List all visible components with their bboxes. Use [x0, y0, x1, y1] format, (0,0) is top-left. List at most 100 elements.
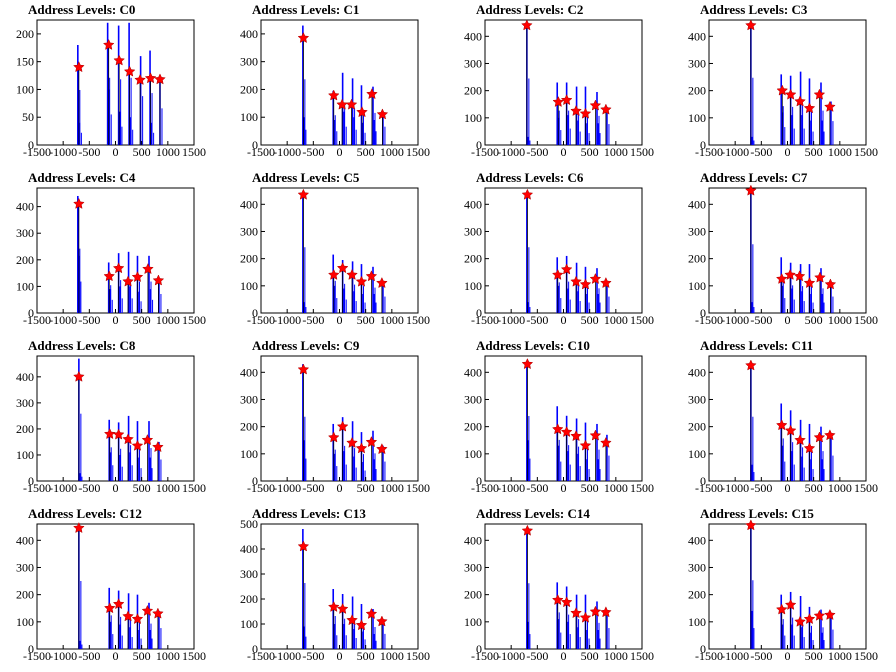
x-tick-label: -500	[526, 313, 548, 327]
peak-marker	[113, 54, 125, 66]
chart-title: Address Levels: C3	[700, 2, 808, 17]
peak-marker	[589, 272, 602, 284]
y-tick-label: 200	[240, 82, 258, 96]
x-tick-label: -500	[302, 649, 324, 663]
x-tick-label: 1000	[604, 145, 628, 159]
x-tick-label: -1500	[471, 313, 499, 327]
x-tick-label: 1500	[630, 649, 654, 663]
x-tick-label: 0	[113, 145, 119, 159]
y-tick-label: 200	[16, 27, 34, 41]
x-tick-label: 500	[133, 649, 151, 663]
chart-title: Address Levels: C1	[252, 2, 359, 17]
y-tick-label: 300	[16, 560, 34, 574]
chart-svg-c6: Address Levels: C6 0 100 200 300 400 -1500-100…	[464, 170, 654, 327]
x-tick-label: -500	[750, 145, 772, 159]
x-tick-label: 0	[337, 481, 343, 495]
chart-svg-c3: Address Levels: C3 0 100 200 300 400 -1500-100…	[688, 2, 878, 159]
peak-marker	[745, 19, 757, 31]
y-tick-label: 100	[240, 447, 258, 461]
y-tick-label: 0	[700, 642, 706, 656]
x-tick-label: 1500	[854, 145, 878, 159]
peak-marker	[152, 607, 164, 619]
x-tick-label: -1500	[695, 313, 723, 327]
plot-frame	[484, 523, 643, 650]
x-tick-label: -1500	[23, 649, 51, 663]
peak-marker	[297, 540, 310, 552]
y-tick-label: 400	[240, 197, 258, 211]
peak-marker	[102, 38, 115, 50]
peak-marker	[345, 98, 358, 110]
x-tick-label: 1500	[854, 481, 878, 495]
peak-marker	[365, 607, 378, 619]
x-tick-label: -1500	[23, 481, 51, 495]
y-tick-label: 150	[16, 55, 34, 69]
peak-marker	[784, 598, 797, 610]
peak-marker	[570, 430, 582, 442]
y-tick-label: 200	[464, 252, 482, 266]
plot-frame	[484, 355, 643, 482]
chart-panel-c2: Address Levels: C2 0 100 200 300 400 -1500 -100…	[448, 0, 672, 168]
peak-marker	[131, 613, 144, 625]
chart-panel-c10: Address Levels: C10 0 100 200 300 400 -1500 -10…	[448, 336, 672, 504]
chart-svg-c11: Address Levels: C11 0 100 200 300 400 -1500-10…	[688, 338, 878, 495]
y-tick-label: 200	[240, 592, 258, 606]
y-tick-label: 0	[28, 474, 34, 488]
plot-frame	[484, 187, 643, 314]
x-tick-label: 0	[113, 649, 119, 663]
peak-marker	[366, 88, 378, 100]
x-tick-label: 1000	[380, 313, 404, 327]
y-tick-label: 300	[240, 55, 258, 69]
chart-panel-c0: Address Levels: C0 0 50 100 150 200 -1500 -1000…	[0, 0, 224, 168]
peak-marker	[600, 277, 612, 289]
x-tick-label: 0	[337, 313, 343, 327]
y-tick-label: 0	[28, 642, 34, 656]
x-tick-label: -500	[78, 145, 100, 159]
peak-marker	[376, 615, 388, 627]
y-tick-label: 300	[240, 224, 258, 238]
peak-marker	[803, 442, 816, 454]
y-tick-label: 100	[16, 448, 34, 462]
peak-marker	[551, 423, 564, 435]
peak-marker	[122, 610, 134, 622]
y-tick-label: 400	[688, 365, 706, 379]
chart-svg-c2: Address Levels: C2 0 100 200 300 400 -1500-100…	[464, 2, 654, 159]
peak-marker	[579, 611, 592, 623]
peak-marker	[600, 103, 612, 115]
peak-marker	[589, 99, 602, 111]
x-tick-label: 0	[337, 145, 343, 159]
x-tick-label: 500	[581, 481, 599, 495]
x-tick-label: 0	[561, 481, 567, 495]
x-tick-label: -1500	[695, 649, 723, 663]
y-tick-label: 0	[476, 306, 482, 320]
y-tick-label: 0	[700, 138, 706, 152]
peak-marker	[346, 268, 358, 280]
peak-marker	[103, 602, 116, 614]
peak-marker	[794, 434, 806, 446]
plot-frame	[260, 523, 419, 650]
chart-svg-c12: Address Levels: C12 0 100 200 300 400 -1500-10…	[16, 506, 206, 663]
x-tick-label: -1000	[497, 481, 525, 495]
x-tick-label: -1000	[721, 313, 749, 327]
chart-svg-c13: Address Levels: C13 0 100 200 300 400 500 -1500…	[240, 506, 430, 663]
plot-frame	[708, 523, 867, 650]
x-tick-label: 0	[113, 481, 119, 495]
peak-marker	[775, 272, 788, 284]
x-tick-label: 1500	[182, 481, 206, 495]
x-tick-label: -500	[78, 313, 100, 327]
y-tick-label: 400	[688, 197, 706, 211]
y-tick-label: 300	[464, 560, 482, 574]
x-tick-label: -1500	[23, 313, 51, 327]
x-tick-label: 0	[113, 313, 119, 327]
x-tick-label: -1000	[497, 313, 525, 327]
x-tick-label: 1000	[156, 313, 180, 327]
plot-frame	[708, 355, 867, 482]
x-tick-label: 1500	[854, 649, 878, 663]
x-tick-label: 1000	[156, 481, 180, 495]
x-tick-label: 0	[785, 145, 791, 159]
y-tick-label: 100	[464, 111, 482, 125]
y-tick-label: 200	[688, 252, 706, 266]
peak-marker	[551, 268, 564, 280]
chart-title: Address Levels: C2	[476, 2, 583, 17]
peak-marker	[560, 263, 573, 275]
peak-marker	[103, 428, 116, 440]
